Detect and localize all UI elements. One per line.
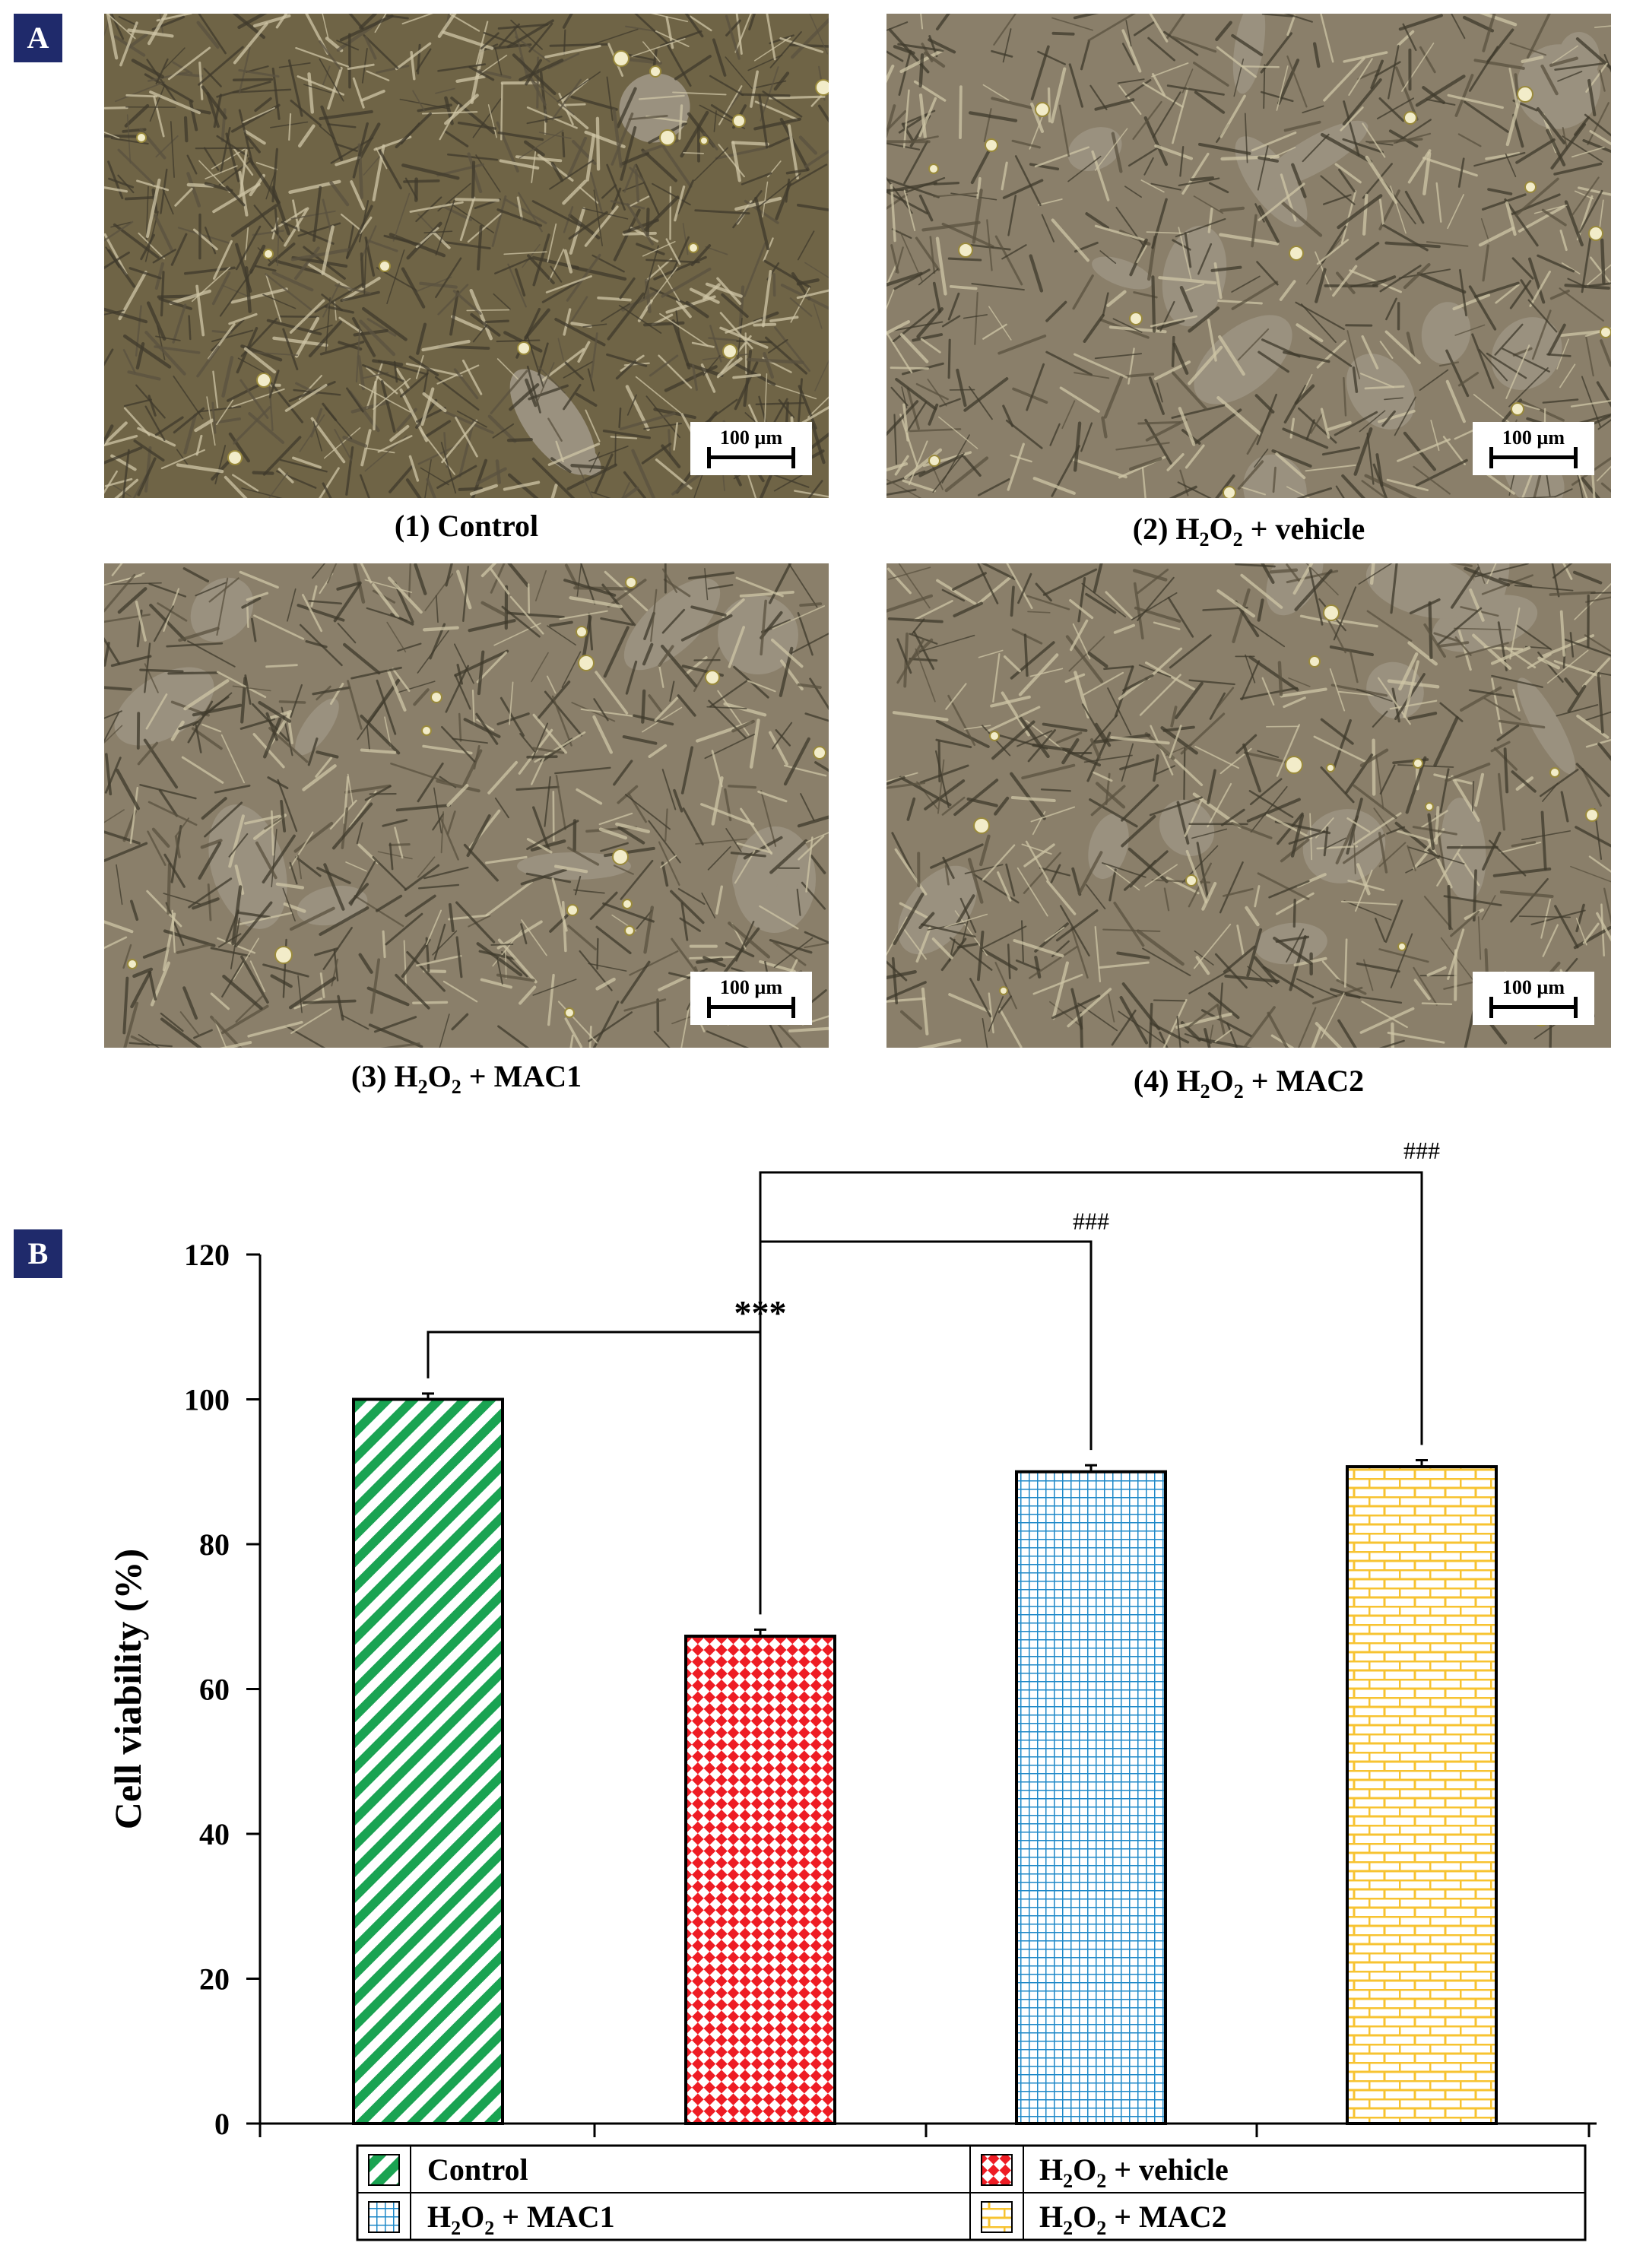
y-tick-label: 20 [199,1962,230,1997]
legend-label-2: H2O2 + vehicle [1039,2152,1229,2192]
caption-h2o2-mac1: (3) H2O2 + MAC1 [350,1059,582,1098]
micrograph-h2o2-mac1: 100 µm [104,563,829,1048]
scale-bar: 100 µm [690,422,812,475]
y-tick-label: 120 [184,1238,230,1272]
bar-3 [1015,1470,1167,2125]
y-tick-label: 80 [199,1527,230,1562]
micrograph-h2o2-vehicle: 100 µm [886,14,1611,498]
y-tick-label: 60 [199,1673,230,1707]
caption-h2o2-vehicle: (2) H2O2 + vehicle [1132,512,1365,550]
legend-swatch-1 [368,2154,400,2186]
scale-bar: 100 µm [1473,422,1594,475]
panel-b-badge: B [14,1229,62,1278]
legend-swatch-4 [981,2201,1013,2233]
y-axis-label: Cell viability (%) [106,1549,149,1829]
bar-4 [1346,1465,1498,2125]
caption-h2o2-mac2: (4) H2O2 + MAC2 [1133,1064,1365,1102]
legend-swatch-2 [981,2154,1013,2186]
micrograph-h2o2-mac2: 100 µm [886,563,1611,1048]
scale-bar: 100 µm [1473,972,1594,1025]
bar-1 [352,1397,504,2125]
legend-label-4: H2O2 + MAC2 [1039,2200,1227,2239]
legend-label-1: Control [427,2152,528,2187]
significance-bracket [759,1171,1423,1445]
scale-bar-label: 100 µm [1502,976,1565,998]
legend-label-3: H2O2 + MAC1 [427,2200,615,2239]
significance-label: ### [1073,1207,1109,1235]
bar-2 [684,1634,836,2125]
panel-a-badge: A [14,14,62,62]
legend-swatch-3 [368,2201,400,2233]
micrograph-control: 100 µm [104,14,829,498]
y-tick-label: 40 [199,1817,230,1851]
scale-bar-label: 100 µm [1502,427,1565,449]
caption-control: (1) Control [394,509,539,543]
y-tick-label: 100 [184,1383,230,1417]
scale-bar: 100 µm [690,972,812,1025]
significance-bracket [427,1331,762,1615]
y-tick-label: 0 [214,2107,230,2141]
significance-bracket [759,1240,1093,1451]
scale-bar-label: 100 µm [719,427,783,449]
significance-label: ### [1403,1137,1440,1164]
scale-bar-label: 100 µm [719,976,783,998]
